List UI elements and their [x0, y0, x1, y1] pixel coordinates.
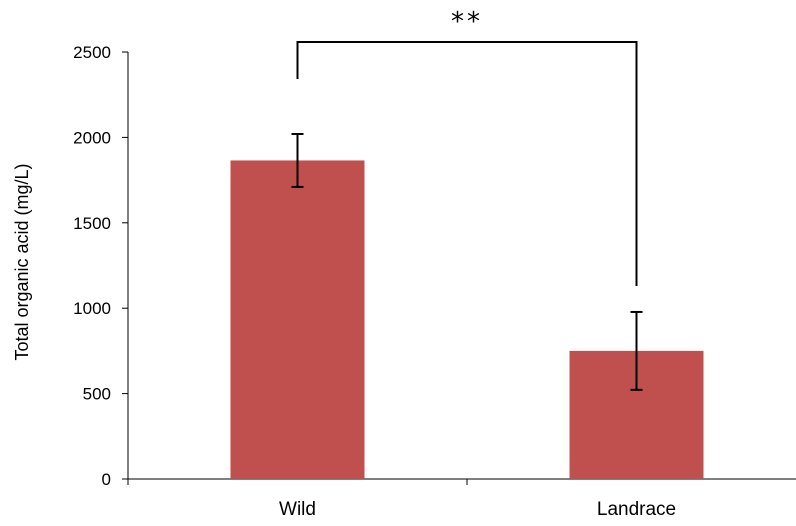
y-tick-label: 2500 — [73, 43, 111, 62]
bar-wild — [230, 160, 365, 479]
y-axis-title: Total organic acid (mg/L) — [12, 163, 32, 360]
y-tick-label: 1500 — [73, 214, 111, 233]
y-tick-label: 0 — [102, 470, 111, 489]
significance-bracket — [296, 41, 638, 286]
y-tick-label: 500 — [83, 385, 111, 404]
significance-label: ** — [451, 7, 483, 37]
x-axis: Wild Landrace — [127, 478, 796, 520]
error-bars — [291, 132, 643, 391]
bars — [230, 160, 704, 479]
significance-annotation: ** — [296, 7, 638, 286]
y-tick-label: 1000 — [73, 299, 111, 318]
x-tick-label: Landrace — [597, 499, 676, 520]
x-tick-label: Wild — [279, 499, 316, 520]
y-tick-label: 2000 — [73, 128, 111, 147]
y-axis: 0 500 1000 1500 2000 2500 — [73, 43, 129, 489]
